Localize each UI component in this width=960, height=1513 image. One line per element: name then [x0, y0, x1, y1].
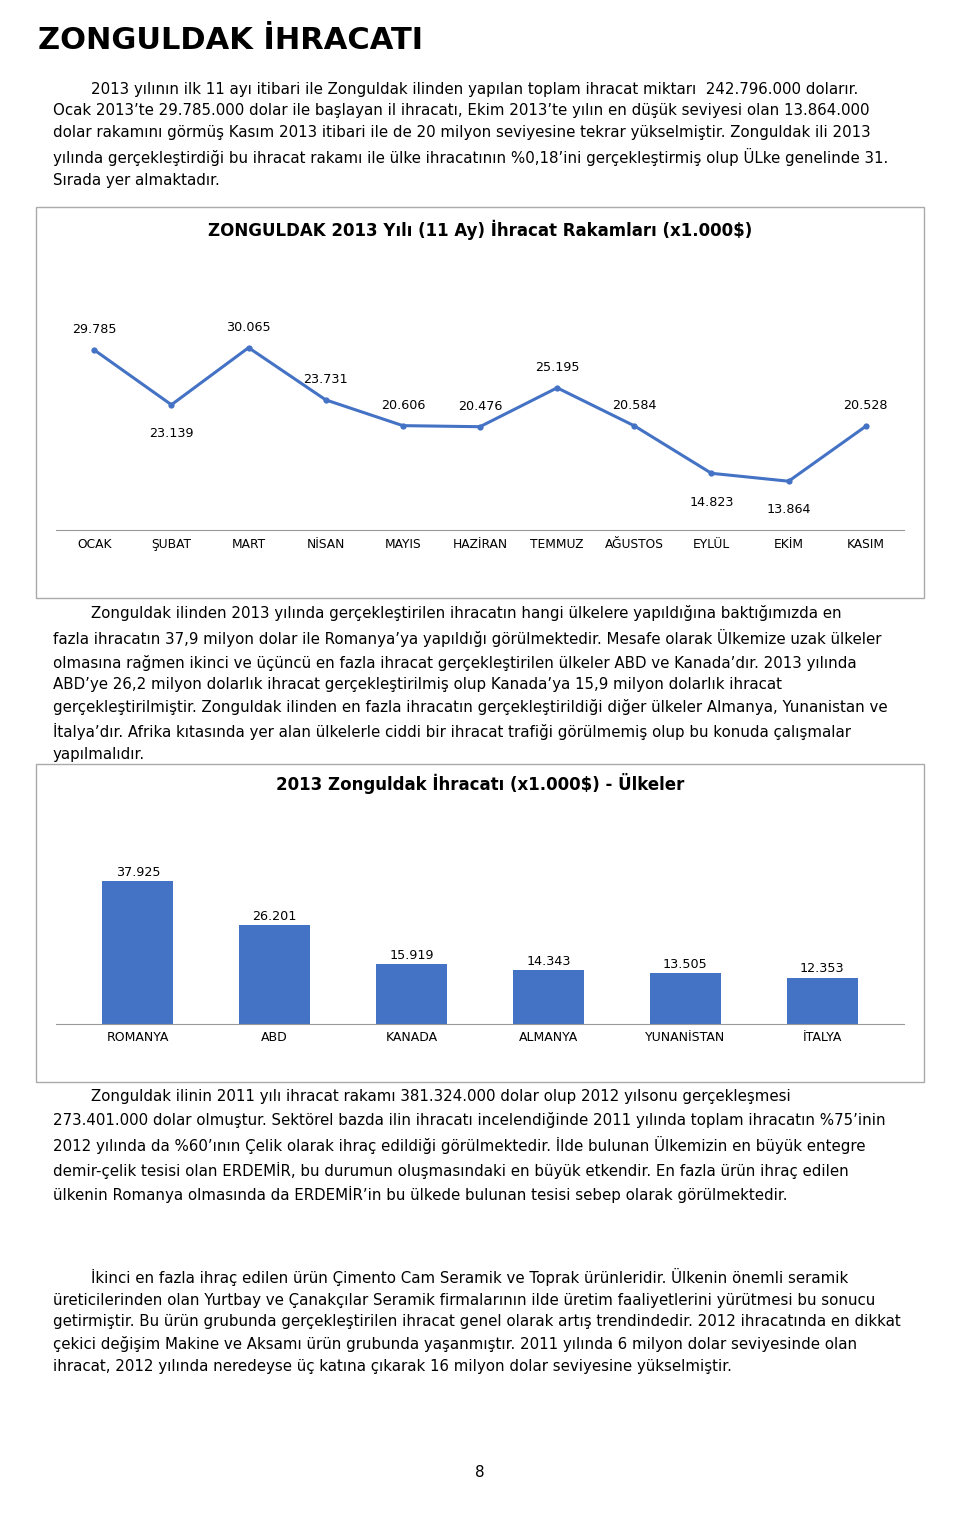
- Bar: [786, 977, 858, 1024]
- Text: 25.195: 25.195: [535, 362, 580, 374]
- Text: 23.731: 23.731: [303, 374, 348, 386]
- Bar: [513, 970, 584, 1024]
- Text: 13.505: 13.505: [663, 958, 708, 971]
- Text: Zonguldak ilinden 2013 yılında gerçekleştirilen ihracatın hangi ülkelere yapıldı: Zonguldak ilinden 2013 yılında gerçekleş…: [53, 605, 887, 761]
- Text: 20.584: 20.584: [612, 399, 657, 412]
- Text: 15.919: 15.919: [390, 949, 434, 962]
- Text: 29.785: 29.785: [72, 324, 116, 336]
- Text: 20.528: 20.528: [844, 399, 888, 413]
- Bar: [376, 964, 447, 1024]
- Text: 14.343: 14.343: [526, 955, 570, 968]
- Text: 20.606: 20.606: [381, 399, 425, 412]
- Text: 30.065: 30.065: [227, 321, 271, 334]
- Text: İkinci en fazla ihraç edilen ürün Çimento Cam Seramik ve Toprak ürünleridir. Ülk: İkinci en fazla ihraç edilen ürün Çiment…: [53, 1268, 900, 1374]
- Text: Zonguldak ilinin 2011 yılı ihracat rakamı 381.324.000 dolar olup 2012 yılsonu ge: Zonguldak ilinin 2011 yılı ihracat rakam…: [53, 1089, 885, 1203]
- Text: 2013 yılının ilk 11 ayı itibari ile Zonguldak ilinden yapılan toplam ihracat mik: 2013 yılının ilk 11 ayı itibari ile Zong…: [53, 82, 888, 188]
- Text: 20.476: 20.476: [458, 399, 502, 413]
- Text: ZONGULDAK 2013 Yılı (11 Ay) İhracat Rakamları (x1.000$): ZONGULDAK 2013 Yılı (11 Ay) İhracat Raka…: [208, 219, 752, 239]
- Text: ZONGULDAK İHRACATI: ZONGULDAK İHRACATI: [38, 26, 423, 54]
- Text: 23.139: 23.139: [149, 427, 194, 440]
- Text: 37.925: 37.925: [115, 865, 160, 879]
- Bar: [102, 881, 174, 1024]
- Bar: [239, 924, 310, 1024]
- Text: 13.864: 13.864: [766, 504, 811, 516]
- Text: 12.353: 12.353: [800, 962, 845, 976]
- Text: 26.201: 26.201: [252, 909, 297, 923]
- Text: 14.823: 14.823: [689, 496, 733, 508]
- Bar: [650, 973, 721, 1024]
- Text: 8: 8: [475, 1465, 485, 1480]
- Text: 2013 Zonguldak İhracatı (x1.000$) - Ülkeler: 2013 Zonguldak İhracatı (x1.000$) - Ülke…: [276, 773, 684, 794]
